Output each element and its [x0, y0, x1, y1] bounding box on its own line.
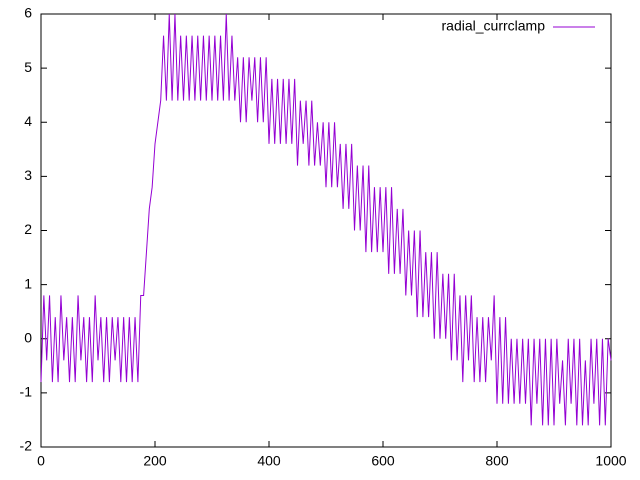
y-tick-label: -1 — [20, 384, 33, 400]
x-tick-label: 0 — [37, 453, 45, 469]
y-tick-label: 6 — [24, 5, 32, 21]
x-tick-label: 1000 — [595, 453, 626, 469]
x-tick-label: 200 — [143, 453, 167, 469]
series-line — [40, 13, 612, 426]
y-tick-label: 4 — [24, 113, 32, 129]
y-tick-label: 2 — [24, 221, 32, 237]
legend-label: radial_currclamp — [442, 18, 546, 34]
x-tick-label: 800 — [485, 453, 509, 469]
y-tick-label: 3 — [24, 167, 32, 183]
y-tick-label: 0 — [24, 329, 32, 345]
x-tick-label: 400 — [257, 453, 281, 469]
y-tick-label: 5 — [24, 59, 32, 75]
y-tick-label: -2 — [20, 438, 33, 454]
y-tick-label: 1 — [24, 275, 32, 291]
x-tick-label: 600 — [371, 453, 395, 469]
